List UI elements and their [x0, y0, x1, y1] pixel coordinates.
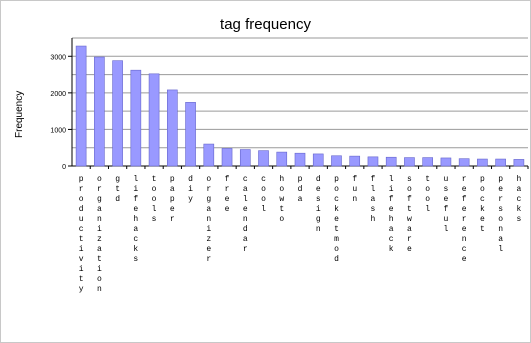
- bar: [513, 159, 525, 167]
- bar: [221, 148, 233, 167]
- bar: [94, 56, 105, 167]
- y-tick-label: 1000: [50, 127, 66, 134]
- bar: [495, 158, 506, 167]
- bar: [75, 45, 87, 167]
- bar: [404, 157, 415, 167]
- bar: [130, 69, 142, 167]
- bar: [385, 156, 397, 167]
- bar: [258, 150, 269, 167]
- plot-area: [72, 38, 528, 166]
- y-tick-label: 0: [62, 164, 66, 171]
- bar: [148, 73, 160, 167]
- bar: [458, 158, 470, 167]
- bar: [276, 151, 288, 167]
- chart-title: tag frequency: [220, 16, 311, 33]
- bar: [203, 143, 215, 167]
- bar: [112, 60, 123, 167]
- bar: [294, 152, 306, 167]
- bar: [312, 153, 324, 167]
- bar: [239, 149, 251, 167]
- bar: [167, 89, 178, 167]
- bar: [349, 155, 361, 167]
- bar: [185, 102, 196, 167]
- bar: [422, 157, 433, 167]
- bar: [477, 158, 488, 167]
- y-tick-label: 2000: [50, 91, 66, 98]
- bar: [331, 155, 342, 167]
- bar: [367, 156, 379, 167]
- bar: [440, 157, 452, 167]
- y-tick-label: 3000: [50, 54, 66, 61]
